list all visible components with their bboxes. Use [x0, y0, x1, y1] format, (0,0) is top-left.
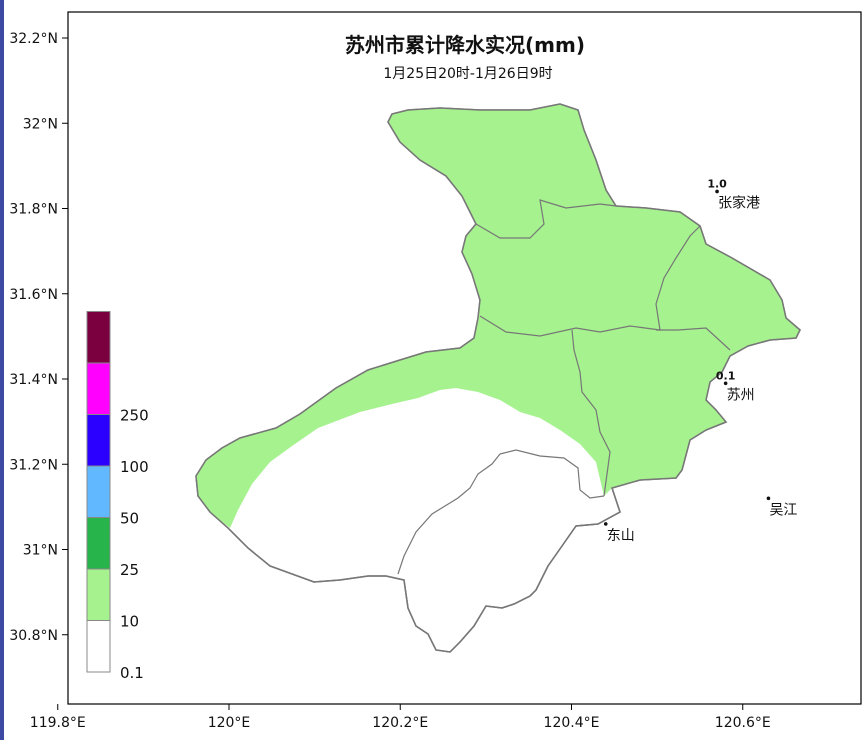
rain-area-0.1-10mm	[196, 104, 800, 528]
station-dot	[723, 381, 728, 386]
axis-ticks: 119.8°E120°E120.2°E120.4°E120.6°E120.8°E…	[9, 31, 771, 731]
y-tick-label: 31.8°N	[9, 202, 58, 218]
y-tick-label: 31.4°N	[9, 372, 58, 388]
region-boundary	[195, 103, 801, 653]
station-dot	[766, 496, 771, 501]
legend-label: 25	[120, 561, 139, 579]
map-subtitle: 1月25日20时-1月26日9时	[383, 66, 552, 82]
legend-bin	[86, 568, 111, 621]
station-value: 0.1	[716, 369, 736, 382]
station-dot	[603, 522, 608, 526]
map-title: 苏州市累计降水实况(mm)	[345, 33, 585, 57]
legend-bin	[86, 620, 111, 673]
y-tick-label: 31°N	[23, 543, 58, 559]
legend-bin	[86, 311, 111, 364]
x-tick-label: 120.4°E	[544, 715, 600, 731]
y-tick-label: 31.2°N	[9, 457, 58, 473]
x-tick-label: 120.6°E	[715, 715, 771, 731]
legend-bin	[86, 517, 111, 570]
station-name: 东山	[607, 528, 635, 544]
station-name: 吴江	[769, 502, 797, 518]
x-tick-label: 120°E	[208, 715, 251, 731]
legend-label: 0.1	[120, 664, 144, 682]
x-tick-label: 119.8°E	[30, 715, 86, 731]
legend-label: 250	[120, 407, 149, 425]
legend-label: 100	[120, 458, 149, 476]
legend-label: 10	[120, 613, 139, 631]
legend-bin	[86, 465, 111, 518]
district-boundaries	[397, 199, 731, 575]
station-name: 苏州	[727, 387, 755, 403]
legend-bin	[86, 362, 111, 415]
y-tick-label: 30.8°N	[9, 628, 58, 644]
x-tick-label: 120.2°E	[372, 715, 428, 731]
window-edge-strip	[0, 0, 4, 740]
station-value: 1.0	[707, 177, 727, 190]
y-tick-label: 32.2°N	[9, 31, 58, 47]
color-legend: 0.1 10 25 50 100 250	[86, 311, 149, 682]
station-dot	[715, 189, 719, 194]
y-tick-label: 31.6°N	[9, 287, 58, 303]
legend-bin	[86, 414, 111, 467]
station-name: 张家港	[718, 194, 760, 211]
y-tick-label: 32°N	[23, 116, 58, 132]
legend-label: 50	[120, 510, 139, 528]
